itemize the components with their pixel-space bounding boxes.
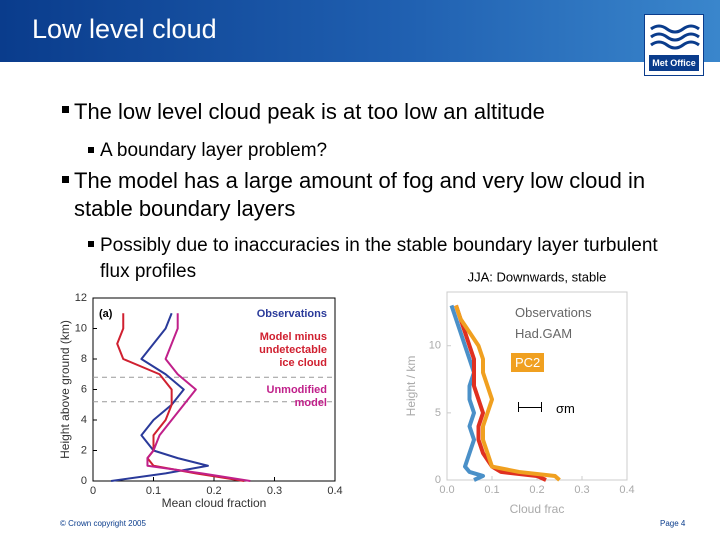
profile-line	[116, 313, 245, 482]
slide-title: Low level cloud	[32, 14, 217, 44]
y-tick-label: 12	[75, 292, 87, 304]
y-tick-label: 10	[429, 340, 441, 352]
error-label: σm	[556, 401, 575, 416]
y-tick-label: 0	[435, 474, 441, 486]
logo: Met Office	[644, 14, 704, 76]
logo-waves	[650, 24, 700, 50]
y-axis-label: Height above ground (km)	[58, 320, 72, 459]
bullet-text: The model has a large amount of fog and …	[74, 168, 646, 221]
profile-line	[146, 313, 251, 482]
x-axis-label: Cloud frac	[510, 502, 565, 516]
header-band	[0, 0, 720, 62]
legend-entry: Observations	[515, 305, 592, 320]
panel-label: (a)	[99, 308, 113, 320]
error-bar-symbol	[518, 402, 542, 412]
profile-line	[454, 304, 561, 482]
x-axis-label: Mean cloud fraction	[162, 496, 267, 510]
sub-bullet-text: Possibly due to inaccuracies in the stab…	[100, 235, 658, 282]
sub-bullet-text: A boundary layer problem?	[100, 140, 328, 161]
copyright: © Crown copyright 2005	[60, 519, 146, 528]
x-tick-label: 0.1	[484, 484, 499, 496]
x-tick-label: 0.1	[146, 485, 161, 497]
bullet	[62, 176, 69, 183]
legend-entry: Model minus undetectable ice cloud	[259, 331, 327, 369]
profile-line	[449, 304, 485, 482]
legend-entry: Unmodified model	[266, 384, 328, 409]
legend-entry: Had.GAM	[515, 326, 573, 341]
x-tick-label: 0.2	[206, 485, 221, 497]
bullet	[62, 106, 69, 113]
page-number: Page 4	[660, 519, 686, 528]
chart-title: JJA: Downwards, stable	[468, 269, 607, 284]
bullet-text: The low level cloud peak is at too low a…	[74, 99, 545, 124]
y-tick-label: 0	[81, 475, 87, 487]
x-tick-label: 0	[90, 485, 96, 497]
x-tick-label: 0.3	[267, 485, 282, 497]
y-tick-label: 4	[81, 414, 87, 426]
error-bar-line	[519, 407, 541, 408]
y-tick-label: 8	[81, 353, 87, 365]
profile-line	[111, 312, 209, 482]
legend-entry: PC2	[511, 353, 545, 372]
x-tick-label: 0.3	[574, 484, 589, 496]
y-axis-label: Height / km	[404, 356, 418, 417]
y-tick-label: 10	[75, 322, 87, 334]
y-tick-label: 2	[81, 444, 87, 456]
x-tick-label: 0.0	[439, 484, 454, 496]
y-tick-label: 5	[435, 407, 441, 419]
bullet	[88, 147, 94, 153]
logo-text: Met Office	[649, 55, 699, 71]
x-tick-label: 0.2	[529, 484, 544, 496]
x-tick-label: 0.4	[327, 485, 342, 497]
legend-entry: Observations	[256, 308, 327, 320]
y-tick-label: 6	[81, 383, 87, 395]
bullet	[88, 241, 94, 247]
x-tick-label: 0.4	[619, 484, 634, 496]
